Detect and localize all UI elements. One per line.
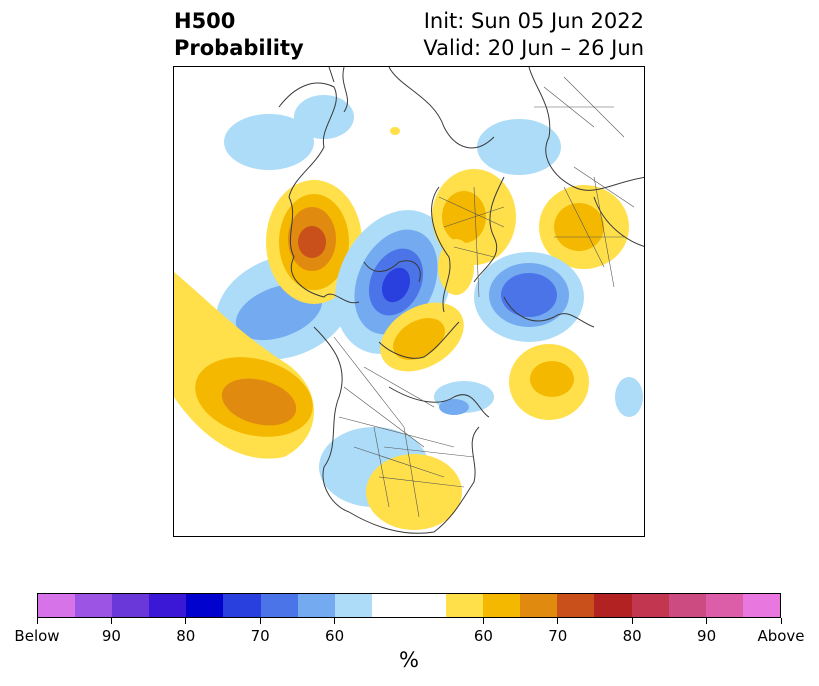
colorbar-above-0 [446, 594, 484, 617]
colorbar-below-2 [112, 594, 150, 617]
colorbar-tick-mark [557, 618, 559, 624]
colorbar-tick-label: 70 [548, 627, 568, 645]
above-area-canadian-arctic [380, 302, 464, 372]
date-info: Init: Sun 05 Jun 2022 Valid: 20 Jun – 26… [423, 8, 644, 62]
map-title: H500 Probability [174, 8, 304, 62]
below-area-alaska [224, 95, 354, 170]
colorbar-above-3 [557, 594, 595, 617]
colorbar-tick-mark [185, 618, 187, 624]
init-date: Init: Sun 05 Jun 2022 [423, 9, 644, 33]
colorbar-tick-label: 90 [101, 627, 121, 645]
above-area-small [390, 127, 400, 135]
colorbar-above-1 [483, 594, 521, 617]
anomaly-fields [174, 95, 643, 530]
colorbar-tick-label: 60 [473, 627, 493, 645]
colorbar-tick-mark [482, 618, 484, 624]
valid-date: Valid: 20 Jun – 26 Jun [423, 36, 644, 60]
colorbar-tick-mark [36, 618, 38, 624]
colorbar-tick-label: 90 [697, 627, 717, 645]
colorbar-tick-label: 70 [250, 627, 270, 645]
colorbar-below-3 [149, 594, 187, 617]
colorbar-below-4 [186, 594, 224, 617]
colorbar-tick-mark [706, 618, 708, 624]
colorbar-above-5 [631, 594, 669, 617]
colorbar-tick-mark [110, 618, 112, 624]
colorbar-tick-label: 80 [622, 627, 642, 645]
colorbar-below-5 [223, 594, 261, 617]
colorbar-tick-mark [259, 618, 261, 624]
below-area-east-edge [615, 377, 643, 417]
probability-map [173, 66, 645, 537]
colorbar-above-4 [594, 594, 632, 617]
colorbar-neutral [371, 594, 447, 617]
map-canvas [174, 67, 644, 534]
above-area-siberia [266, 180, 362, 304]
colorbar-above-8 [742, 594, 780, 617]
colorbar-below-1 [75, 594, 113, 617]
colorbar-below-7 [297, 594, 335, 617]
above-area-atlantic [509, 344, 589, 420]
colorbar-above-2 [520, 594, 558, 617]
colorbar-tick-mark [631, 618, 633, 624]
above-area-north-pacific [174, 272, 314, 459]
below-area-greenland [474, 252, 584, 342]
colorbar-above-7 [705, 594, 743, 617]
colorbar-tick-label: Above [757, 627, 805, 645]
colorbar-tick-label: 60 [325, 627, 345, 645]
above-area-southeast-us [366, 454, 462, 530]
colorbar [37, 593, 781, 618]
colorbar-tick-label: 80 [176, 627, 196, 645]
colorbar-below-8 [334, 594, 372, 617]
borders [333, 76, 635, 518]
colorbar-tick-mark [334, 618, 336, 624]
title-line-1: H500 [174, 9, 236, 33]
title-line-2: Probability [174, 36, 304, 60]
colorbar-unit-label: % [399, 648, 419, 672]
below-area-europe [477, 119, 561, 175]
colorbar-below-0 [38, 594, 76, 617]
colorbar-above-6 [668, 594, 706, 617]
below-area-hudson-core [439, 399, 469, 415]
colorbar-tick-mark [780, 618, 782, 624]
coastlines [278, 67, 644, 534]
colorbar-tick-label: Below [14, 627, 60, 645]
colorbar-below-6 [260, 594, 298, 617]
